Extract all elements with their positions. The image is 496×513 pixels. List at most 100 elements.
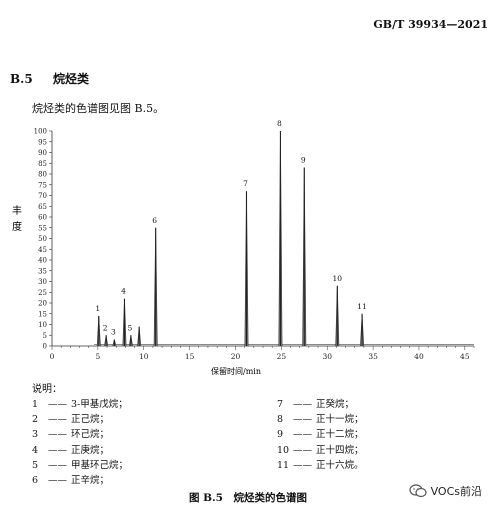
x-axis-label: 保留时间/min [211, 366, 261, 376]
section-title: 烷烃类 [53, 72, 90, 86]
chromatogram-chart: 0510152025303540455055606570758085909510… [12, 119, 475, 376]
y-tick-label: 45 [38, 246, 47, 254]
peak-label: 1 [95, 304, 100, 313]
watermark-text: VOCs前沿 [430, 485, 482, 498]
peak-label: 4 [121, 287, 126, 296]
section-heading: B.5 烷烃类 [10, 70, 89, 87]
peak-label: 3 [111, 328, 116, 337]
legend-item-dash: —— [48, 399, 67, 410]
legend-item-number: 7 [277, 399, 284, 410]
y-tick-label: 20 [38, 300, 47, 308]
y-tick-label: 90 [38, 149, 47, 157]
standard-code: GB/T 39934—2021 [373, 18, 488, 31]
x-tick-label: 0 [50, 352, 55, 361]
legend-item: 6 —— 正辛烷； [32, 472, 109, 486]
figure-caption: 图 B.5 烷烃类的色谱图 [189, 492, 307, 504]
y-tick-label: 100 [34, 128, 47, 136]
y-tick-label: 65 [38, 203, 47, 211]
legend-item-dash: —— [293, 399, 312, 410]
section-number: B.5 [10, 72, 33, 86]
y-tick-label: 55 [38, 224, 47, 232]
y-tick-label: 15 [38, 310, 47, 318]
wechat-icon [408, 484, 427, 498]
intro-text: 烷烃类的色谱图见图 B.5。 [32, 102, 165, 115]
legend-item: 9 —— 正十二烷； [277, 426, 364, 440]
legend-item-number: 8 [277, 414, 284, 426]
y-tick-label: 85 [38, 160, 47, 168]
y-tick-label: 25 [38, 289, 47, 297]
legend-item: 10 —— 正十四烷； [277, 442, 364, 456]
y-axis-label-part: 度 [12, 220, 22, 233]
legend-item-number: 9 [277, 429, 284, 441]
y-tick-label: 95 [38, 138, 47, 146]
x-axis: 0 5 10 15 20 25 30 35 40 45 [50, 345, 475, 361]
legend-item-name: 正十四烷； [316, 444, 364, 456]
legend-item-number: 6 [32, 475, 39, 486]
legend-item-name: 正十一烷； [316, 414, 364, 426]
legend-item-name: 正庚烷； [71, 444, 110, 456]
legend-item-name: 甲基环己烷； [71, 459, 129, 471]
x-tick-label: 40 [414, 352, 424, 361]
y-tick-label: 50 [38, 235, 47, 243]
legend-item-dash: —— [293, 429, 312, 441]
legend-item: 3 —— 环己烷； [32, 426, 109, 440]
legend-item-name: 正癸烷； [316, 399, 355, 410]
legend-item-name: 正十二烷； [316, 429, 364, 441]
peak-label: 2 [103, 323, 108, 332]
y-tick-label: 30 [38, 278, 47, 286]
y-tick-label: 70 [38, 192, 47, 200]
legend-item-name: 正辛烷； [71, 475, 110, 486]
legend-item-dash: —— [48, 475, 67, 486]
legend-item-dash: —— [293, 459, 312, 471]
legend-item-dash: —— [48, 414, 67, 426]
y-axis-label-part: 丰 [12, 204, 22, 217]
x-tick-label: 5 [95, 352, 100, 361]
legend-item-dash: —— [293, 414, 312, 426]
peak-label: 11 [357, 302, 367, 311]
y-tick-label: 10 [38, 321, 47, 329]
y-tick-label: 40 [38, 257, 47, 265]
legend-item-number: 10 [277, 444, 290, 456]
legend-item-number: 2 [32, 414, 39, 426]
legend-item-dash: —— [48, 429, 67, 441]
legend-item-name: 正己烷； [71, 414, 110, 426]
legend-item-dash: —— [48, 459, 67, 471]
legend-item-name: 环己烷； [71, 429, 110, 441]
legend-item: 7 —— 正癸烷； [277, 396, 354, 410]
peak-label: 8 [277, 119, 282, 128]
x-tick-label: 35 [368, 352, 378, 361]
legend-heading: 说明： [32, 384, 62, 395]
legend-item-dash: —— [48, 444, 67, 456]
legend-item: 5 —— 甲基环己烷； [32, 457, 128, 471]
y-tick-label: 80 [38, 171, 47, 179]
legend-item-number: 1 [32, 399, 39, 410]
x-tick-label: 10 [139, 352, 149, 361]
legend-item-number: 11 [277, 459, 290, 471]
y-tick-label: 5 [43, 332, 47, 340]
legend-item: 8 —— 正十一烷； [277, 411, 364, 425]
legend-item-name: 正十六烷。 [316, 459, 364, 471]
legend-item-name: 3-甲基戊烷； [71, 399, 128, 410]
peak-label: 5 [128, 323, 133, 332]
legend-item-number: 4 [32, 444, 39, 456]
peak-label: 10 [333, 274, 343, 283]
legend-item-number: 5 [32, 459, 39, 471]
peak-label: 9 [301, 156, 306, 165]
peak-label: 7 [243, 179, 248, 188]
x-tick-label: 30 [322, 352, 332, 361]
legend-item: 1 —— 3-甲基戊烷； [32, 396, 128, 410]
y-tick-label: 0 [43, 343, 47, 351]
legend-item: 4 —— 正庚烷； [32, 442, 109, 456]
y-tick-label: 35 [38, 267, 47, 275]
legend-item: 2 —— 正己烷； [32, 411, 109, 425]
watermark: VOCs前沿 [408, 483, 482, 499]
peak-label: 6 [152, 216, 157, 225]
x-tick-label: 25 [277, 352, 287, 361]
legend-item-number: 3 [32, 429, 39, 441]
x-tick-label: 15 [185, 352, 195, 361]
legend-item: 11 —— 正十六烷。 [277, 457, 364, 471]
y-axis: 0 5 10 15 20 25 30 35 40 45 50 55 60 65 70 75 80 85 90 95 10… [34, 128, 53, 351]
y-tick-label: 60 [38, 214, 47, 222]
y-tick-label: 75 [38, 181, 47, 189]
